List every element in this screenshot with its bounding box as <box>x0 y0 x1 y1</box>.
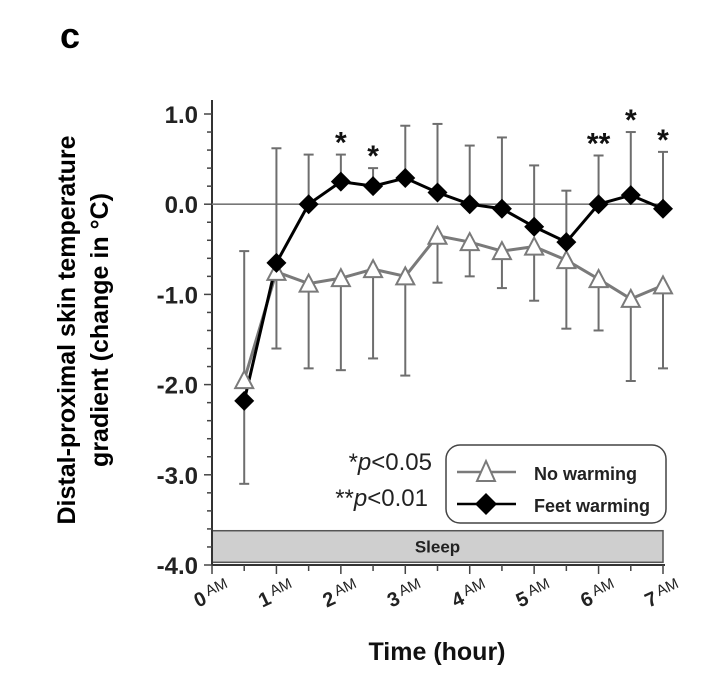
x-tick-label: 5AM <box>513 575 553 612</box>
significance-star: * <box>335 127 347 160</box>
data-point-feet-warming <box>234 390 255 411</box>
data-point-feet-warming <box>588 194 609 215</box>
data-point-feet-warming <box>556 232 577 253</box>
x-tick-label: 7AM <box>642 575 682 612</box>
y-axis-label-line1: Distal-proximal skin temperature <box>53 135 81 524</box>
significance-star: * <box>625 104 637 137</box>
y-tick-label: 0.0 <box>165 192 198 219</box>
y-tick-label: -4.0 <box>157 553 198 580</box>
data-point-feet-warming <box>653 198 673 219</box>
legend-label-no-warming: No warming <box>534 464 637 484</box>
data-point-feet-warming <box>298 194 319 215</box>
data-point-no-warming <box>523 235 545 256</box>
x-tick-suffix: AM <box>396 575 424 600</box>
data-point-no-warming <box>620 287 642 308</box>
legend-item-no-warming: No warming <box>457 458 637 484</box>
open-triangle-icon <box>475 458 497 482</box>
error-bars <box>239 122 668 485</box>
x-tick-label: 2AM <box>320 575 360 612</box>
data-point-no-warming <box>459 230 481 252</box>
y-tick-label: -2.0 <box>157 373 198 400</box>
sig-legend-p01: **p<0.01 <box>335 485 428 512</box>
data-point-feet-warming <box>427 182 448 203</box>
series-markers <box>233 168 674 411</box>
data-point-no-warming <box>426 224 449 245</box>
x-tick-label: 0AM <box>191 575 231 612</box>
filled-diamond-icon <box>475 493 497 515</box>
legend-item-feet-warming: Feet warming <box>457 493 650 516</box>
x-tick-label: 4AM <box>448 575 488 612</box>
data-point-feet-warming <box>363 176 384 197</box>
significance-star: * <box>367 140 379 173</box>
x-tick-suffix: AM <box>460 575 488 600</box>
data-point-no-warming <box>652 274 674 295</box>
data-point-no-warming <box>394 265 416 286</box>
y-ticks: 1.0 0.0 -1.0 -2.0 -3.0 -4.0 <box>157 102 212 580</box>
data-point-no-warming <box>330 267 352 288</box>
significance-legend: *p<0.05 **p<0.01 <box>335 449 432 512</box>
y-tick-label: -3.0 <box>157 463 198 490</box>
x-tick-label: 3AM <box>384 575 424 612</box>
data-point-feet-warming <box>459 194 480 215</box>
x-tick-suffix: AM <box>332 575 360 600</box>
x-tick-suffix: AM <box>267 575 295 600</box>
data-point-feet-warming <box>395 168 416 189</box>
y-tick-label: 1.0 <box>165 102 198 129</box>
x-tick-suffix: AM <box>525 575 553 600</box>
significance-star: * <box>657 124 669 157</box>
sig-legend-p05: *p<0.05 <box>349 449 432 476</box>
data-point-no-warming <box>362 258 384 279</box>
data-point-feet-warming <box>330 171 351 192</box>
significance-star: ** <box>587 127 611 160</box>
x-tick-label: 1AM <box>255 575 295 612</box>
x-ticks: 0AM 1AM 2AM 3AM 4AM 5AM 6AM 7AM <box>191 565 682 612</box>
y-axis-label: Distal-proximal skin temperature gradien… <box>53 135 114 524</box>
data-point-feet-warming <box>524 216 545 237</box>
data-point-feet-warming <box>266 252 287 273</box>
legend-label-feet-warming: Feet warming <box>534 496 650 516</box>
data-point-no-warming <box>587 267 610 289</box>
data-point-no-warming <box>491 239 513 261</box>
x-tick-suffix: AM <box>589 575 617 600</box>
x-tick-suffix: AM <box>203 575 231 600</box>
data-point-feet-warming <box>491 198 512 219</box>
panel-label: c <box>60 15 80 56</box>
data-point-no-warming <box>297 272 320 293</box>
sleep-bar-label: Sleep <box>415 538 460 557</box>
significance-marks: * * **** <box>335 104 669 173</box>
axes <box>211 100 665 566</box>
y-tick-label: -1.0 <box>157 282 198 309</box>
data-point-no-warming <box>233 368 255 390</box>
y-axis-label-line2: gradient (change in °C) <box>86 193 114 467</box>
legend: No warming Feet warming <box>445 444 667 524</box>
series-line-no-warming <box>242 234 664 381</box>
data-point-no-warming <box>555 248 578 270</box>
x-tick-suffix: AM <box>654 575 682 600</box>
data-point-feet-warming <box>620 185 641 206</box>
sleep-bar: Sleep <box>211 529 664 564</box>
x-axis-label: Time (hour) <box>368 638 505 666</box>
x-tick-label: 6AM <box>577 575 617 612</box>
